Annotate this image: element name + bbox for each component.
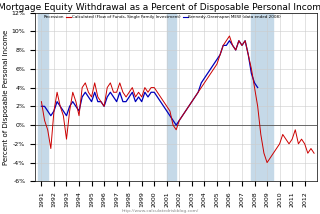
- Legend: Recession, Calculated (Flow of Funds, Single Family Investment), Kennedy-Greensp: Recession, Calculated (Flow of Funds, Si…: [37, 15, 282, 19]
- Bar: [252, 13, 273, 181]
- Bar: [38, 13, 48, 181]
- Bar: [167, 13, 176, 181]
- Y-axis label: Percent of Disposable Personal Income: Percent of Disposable Personal Income: [3, 29, 9, 165]
- Title: Mortgage Equity Withdrawal as a Percent of Disposable Personal Income (NSA): Mortgage Equity Withdrawal as a Percent …: [0, 3, 320, 12]
- Text: http://www.calculatedriskblog.com/: http://www.calculatedriskblog.com/: [121, 209, 199, 213]
